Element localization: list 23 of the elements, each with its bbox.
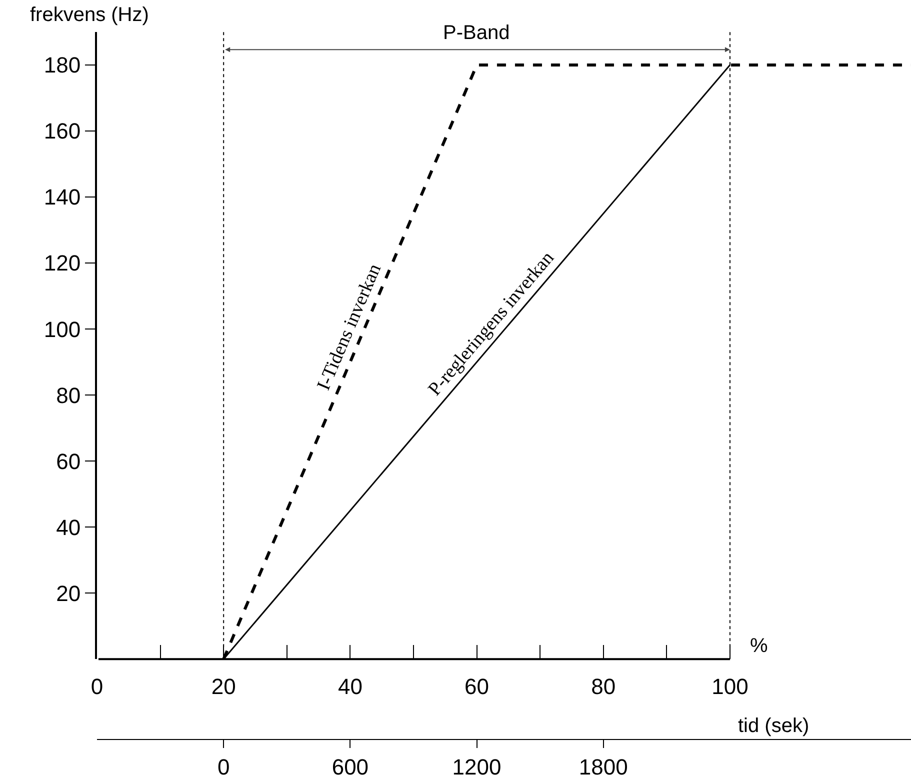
y-axis-title: frekvens (Hz) [30,4,149,26]
x-tick-label: 20 [211,674,236,700]
y-tick-label: 120 [44,250,81,276]
y-tick-label: 80 [56,382,81,408]
x2-axis-title: tid (sek) [738,715,810,737]
y-tick-label: 60 [56,448,81,474]
y-tick-label: 160 [44,118,81,144]
y-tick-label: 20 [56,580,81,606]
x-tick-label: 0 [90,674,104,700]
annotation: P-Band [443,22,510,44]
x2-tick-label: 0 [217,754,230,780]
y-tick-label: 140 [44,184,81,210]
x2-tick-label: 600 [332,754,369,780]
y-tick-label: 100 [44,316,81,342]
x2-tick-label: 1200 [452,754,502,780]
x-tick-label: 60 [464,674,490,700]
y-tick-label: 40 [56,514,81,540]
x-tick-label: 80 [591,674,616,700]
x2-tick-label: 1800 [578,754,628,780]
x-tick-label: 40 [338,674,362,700]
y-tick-label: 180 [44,52,81,78]
x-axis-title: % [750,635,768,657]
x-tick-label: 100 [712,674,748,700]
